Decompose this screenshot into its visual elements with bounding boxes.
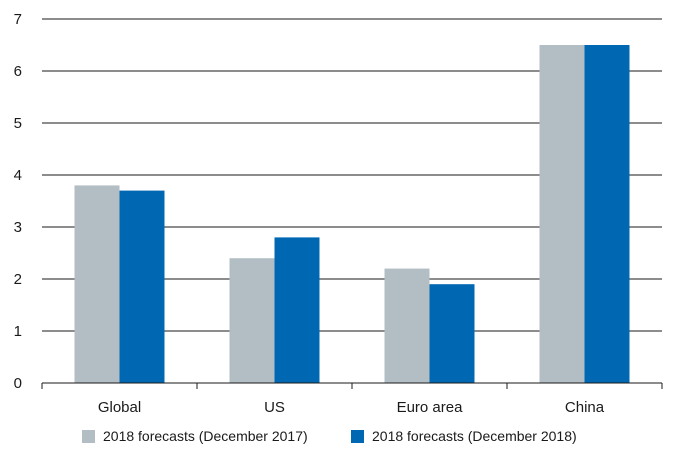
bar-dec-2017 xyxy=(384,268,430,383)
legend-item-series-1: 2018 forecasts (December 2017) xyxy=(82,428,308,444)
legend-label-series-2: 2018 forecasts (December 2018) xyxy=(372,428,577,444)
legend-swatch-series-1 xyxy=(82,429,95,443)
x-category-label: Euro area xyxy=(397,399,464,416)
legend-swatch-series-2 xyxy=(351,429,364,443)
y-axis-tick-labels: 0 1 2 3 4 5 6 7 xyxy=(14,11,22,392)
y-tick-label: 5 xyxy=(14,115,22,132)
y-tick-label: 6 xyxy=(14,63,22,80)
bar-chart: 0 1 2 3 4 5 6 7 Global US Euro area China xyxy=(14,11,663,416)
y-tick-label: 4 xyxy=(14,167,22,184)
bar-dec-2018 xyxy=(274,237,320,383)
x-axis-category-labels: Global US Euro area China xyxy=(98,399,605,416)
y-tick-label: 2 xyxy=(14,271,22,288)
x-category-label: China xyxy=(565,399,605,416)
x-axis-ticks xyxy=(41,383,663,389)
x-category-label: Global xyxy=(98,399,141,416)
y-tick-label: 1 xyxy=(14,323,22,340)
bar-dec-2018 xyxy=(119,190,165,383)
y-tick-label: 3 xyxy=(14,219,22,236)
legend-label-series-1: 2018 forecasts (December 2017) xyxy=(103,428,308,444)
bars xyxy=(74,45,630,383)
y-tick-label: 0 xyxy=(14,375,22,392)
bar-dec-2017 xyxy=(229,258,275,383)
legend: 2018 forecasts (December 2017) 2018 fore… xyxy=(0,428,674,450)
y-tick-label: 7 xyxy=(14,11,22,28)
x-category-label: US xyxy=(264,399,285,416)
bar-dec-2018 xyxy=(584,45,630,383)
bar-dec-2017 xyxy=(539,45,585,383)
legend-item-series-2: 2018 forecasts (December 2018) xyxy=(351,428,577,444)
bar-dec-2018 xyxy=(429,284,475,383)
bar-dec-2017 xyxy=(74,185,120,383)
